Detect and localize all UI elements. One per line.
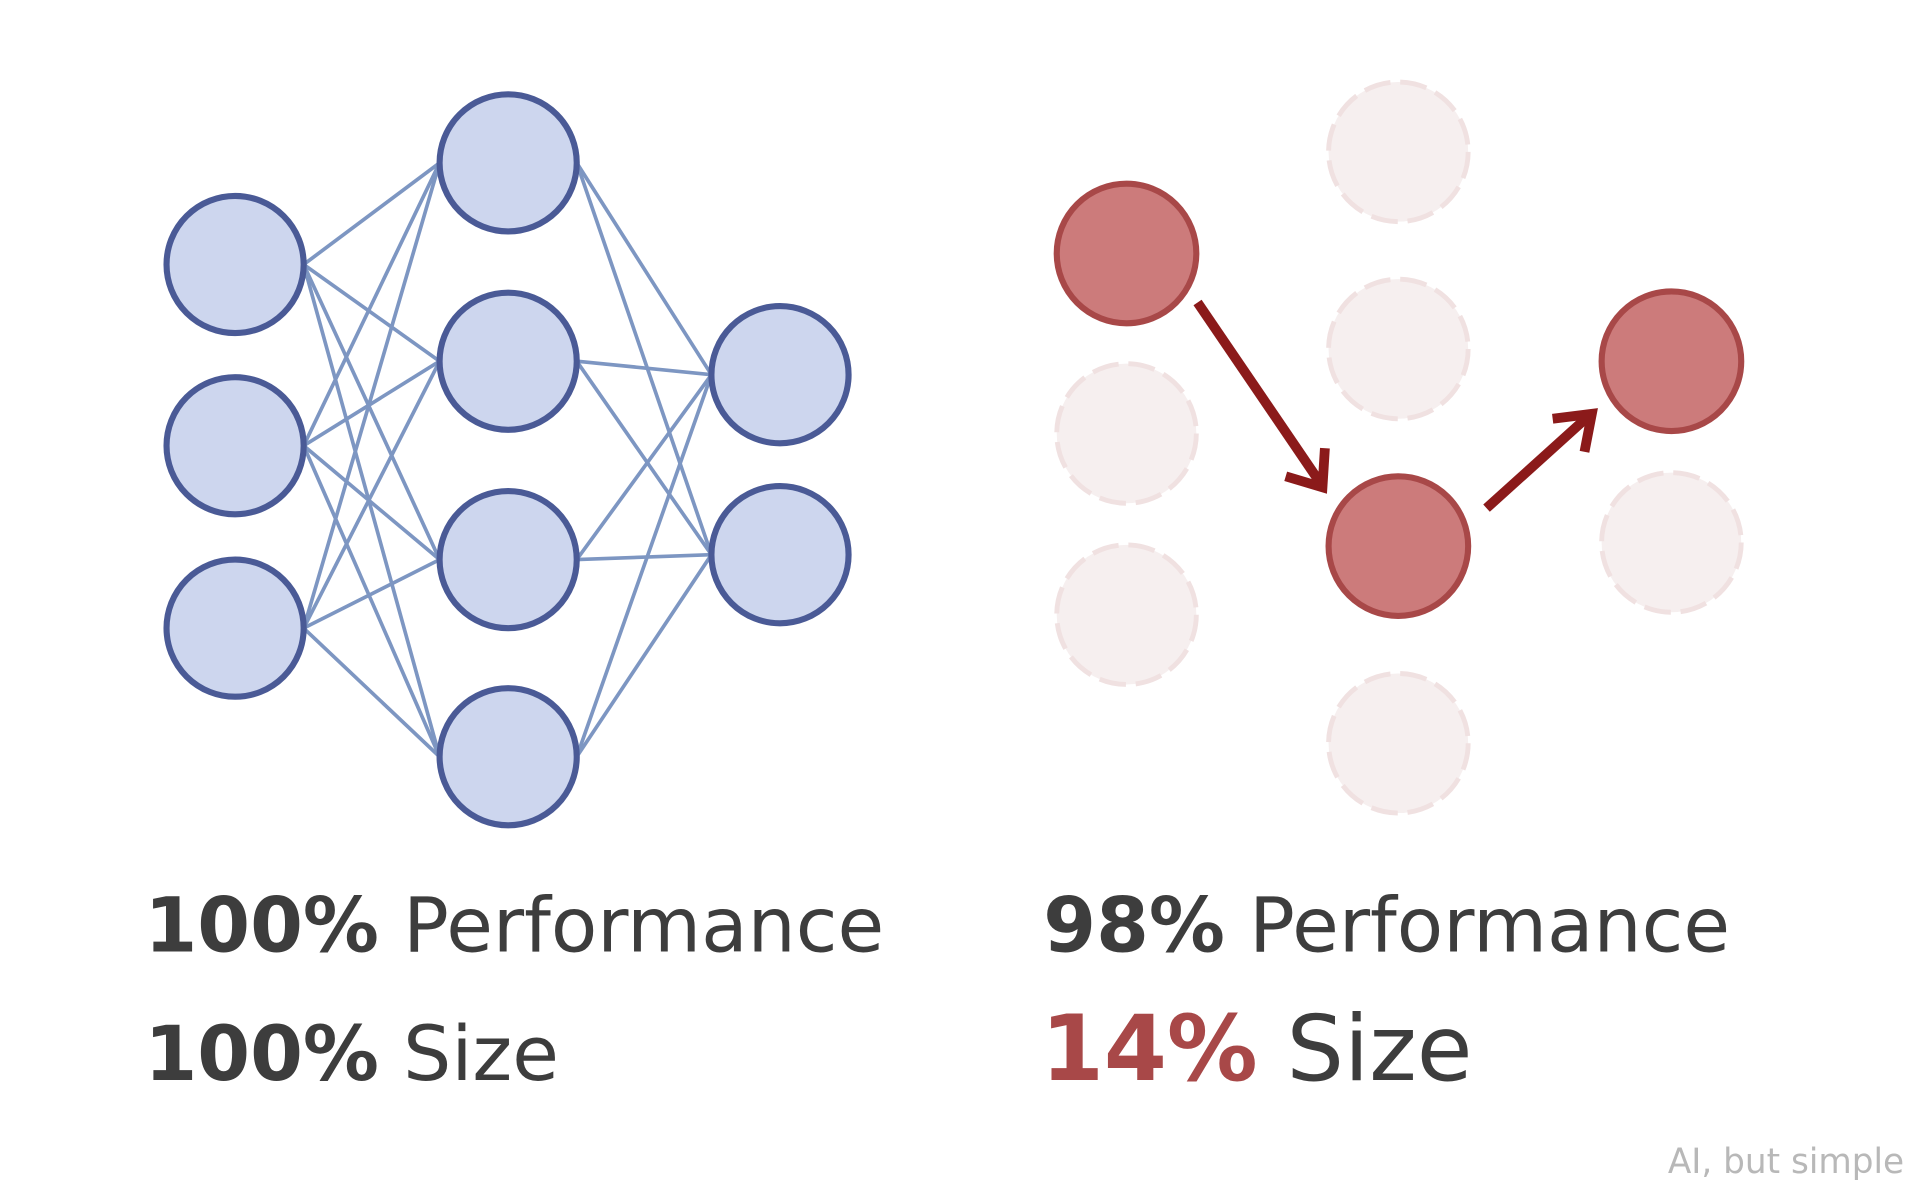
arrow-head — [1552, 408, 1598, 453]
connection — [575, 553, 713, 758]
pruned-size: 14% Size — [1041, 997, 1473, 1102]
connection — [302, 262, 441, 363]
pruned-neuron — [1599, 470, 1744, 615]
connection — [302, 162, 442, 447]
pruned-neuron — [1326, 276, 1471, 422]
footer: AI, but simple — [1668, 1142, 1904, 1182]
connection — [576, 359, 712, 377]
active-neuron — [1053, 180, 1200, 327]
label: Performance — [1249, 881, 1730, 969]
arrow — [1193, 299, 1325, 486]
pruned-neuron — [1326, 671, 1471, 816]
connection — [575, 161, 713, 376]
connection — [301, 444, 442, 758]
arrow-head — [1284, 447, 1330, 494]
neuron — [163, 556, 307, 700]
connection — [302, 161, 441, 266]
connection — [302, 360, 442, 629]
neuron — [708, 483, 852, 627]
original-size: 100% Size — [144, 1010, 558, 1098]
neuron — [436, 685, 580, 829]
label: Performance — [403, 881, 884, 969]
arrows — [1193, 299, 1598, 512]
label: Size — [403, 1010, 559, 1098]
connection — [302, 263, 442, 561]
value: 100% — [144, 1010, 379, 1098]
neuron — [436, 91, 580, 235]
pruned-performance: 98% Performance — [1043, 881, 1730, 969]
pruned-neuron — [1054, 361, 1199, 506]
value: 98% — [1043, 881, 1225, 969]
neuron — [163, 374, 307, 518]
connection — [574, 162, 714, 556]
neuron — [708, 303, 852, 447]
pruned-neuron — [1054, 542, 1199, 687]
neurons — [163, 79, 1745, 829]
connection — [575, 373, 713, 561]
connection — [575, 360, 713, 556]
neuron — [163, 192, 307, 337]
label: Size — [1287, 997, 1473, 1102]
value: 14% — [1041, 997, 1258, 1102]
active-neuron — [1325, 473, 1472, 619]
connection — [302, 359, 441, 448]
connection — [576, 552, 712, 562]
connection — [301, 264, 442, 758]
connection — [302, 444, 441, 561]
connection — [575, 374, 714, 758]
value: 100% — [144, 881, 379, 969]
neuron — [436, 487, 580, 632]
active-neuron — [1598, 288, 1745, 435]
pruned-neuron — [1326, 79, 1471, 225]
connection — [301, 162, 442, 629]
neuron — [436, 289, 580, 433]
original-performance: 100% Performance — [144, 881, 884, 969]
connection — [302, 626, 441, 759]
connections — [301, 161, 714, 759]
connection — [302, 557, 441, 630]
arrow — [1483, 413, 1591, 512]
